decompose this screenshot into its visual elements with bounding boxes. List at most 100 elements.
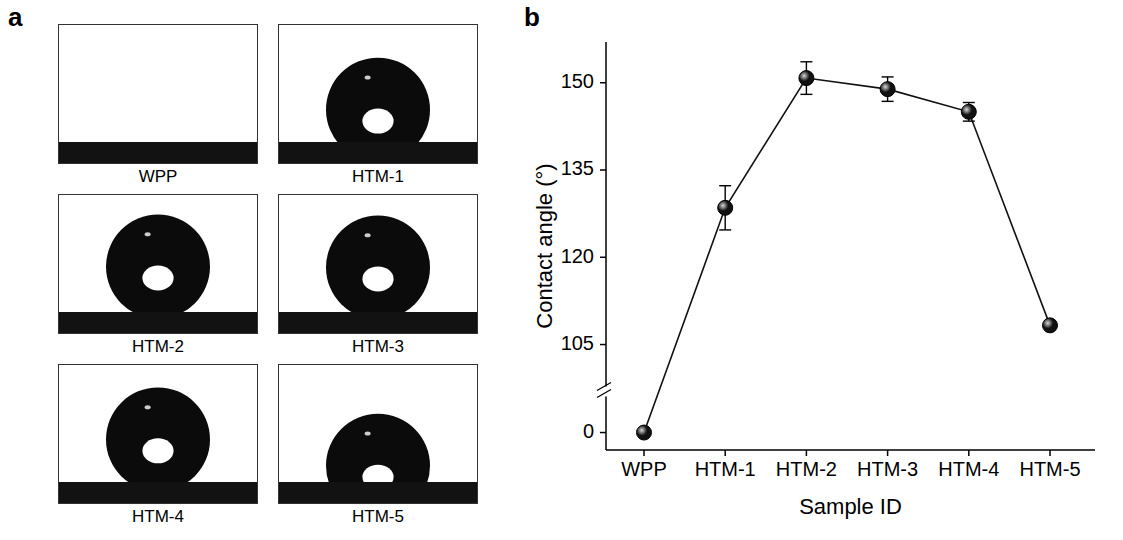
image-ground xyxy=(58,24,258,164)
droplet xyxy=(326,414,430,483)
image-frame xyxy=(279,195,478,334)
droplet xyxy=(326,58,430,143)
droplet-highlight xyxy=(362,465,393,483)
image-frame xyxy=(279,25,478,164)
data-point xyxy=(718,200,733,215)
image-frame xyxy=(59,365,258,504)
image-ground xyxy=(278,24,478,164)
droplet-group xyxy=(106,387,210,483)
substrate xyxy=(278,312,478,334)
y-tick xyxy=(600,344,606,346)
error-cap xyxy=(963,120,975,121)
y-tick xyxy=(600,82,606,84)
droplet-image xyxy=(58,364,258,504)
image-ground xyxy=(58,364,258,504)
droplet-glint xyxy=(145,405,151,409)
droplet-highlight xyxy=(142,266,173,291)
image-label: HTM-3 xyxy=(352,337,404,356)
droplet-group xyxy=(326,58,430,143)
figure: a b WPP HTM-1 HTM-2 HTM-3 HTM-4 HTM-5 0 105 120 135… xyxy=(0,0,1123,540)
x-tick xyxy=(643,450,645,456)
error-cap xyxy=(800,94,812,95)
image-frame xyxy=(59,195,258,334)
error-cap xyxy=(719,185,731,186)
error-cap xyxy=(963,102,975,103)
droplet xyxy=(106,387,210,483)
x-tick xyxy=(887,450,889,456)
droplet-image xyxy=(278,24,478,164)
image-content xyxy=(278,58,478,164)
image-frame xyxy=(59,25,258,164)
data-point xyxy=(799,71,814,86)
droplet-group xyxy=(326,414,430,483)
droplet-image xyxy=(58,194,258,334)
x-tick xyxy=(1049,450,1051,456)
x-tick-label: WPP xyxy=(621,458,667,480)
image-content xyxy=(278,215,478,334)
y-tick-label: 150 xyxy=(561,70,594,92)
data-point xyxy=(961,104,976,119)
droplet-highlight xyxy=(362,266,393,291)
droplet xyxy=(106,215,210,313)
droplet-image xyxy=(58,24,258,164)
error-cap xyxy=(882,101,894,102)
image-label: WPP xyxy=(139,167,178,186)
droplet-highlight xyxy=(142,438,173,463)
panel-label: b xyxy=(524,2,540,32)
droplet-glint xyxy=(365,75,371,79)
droplet-highlight xyxy=(362,109,393,134)
y-tick xyxy=(600,432,606,434)
image-label: HTM-5 xyxy=(352,507,404,526)
droplet-glint xyxy=(145,232,151,236)
image-label: HTM-2 xyxy=(132,337,184,356)
panel-label: a xyxy=(8,2,23,32)
image-label: HTM-1 xyxy=(352,167,404,186)
x-tick xyxy=(724,450,726,456)
y-axis-title: Contact angle (°) xyxy=(532,163,557,328)
x-axis-title: Sample ID xyxy=(799,494,902,519)
y-tick-label: 105 xyxy=(561,332,594,354)
x-tick xyxy=(968,450,970,456)
data-line xyxy=(644,78,1050,432)
image-ground xyxy=(278,194,478,334)
substrate xyxy=(278,142,478,164)
plot-marks xyxy=(637,62,1058,440)
image-label: HTM-4 xyxy=(132,507,184,526)
image-ground xyxy=(58,194,258,334)
data-point xyxy=(880,82,895,97)
error-cap xyxy=(800,61,812,62)
y-tick-label: 135 xyxy=(561,157,594,179)
droplet-image xyxy=(278,194,478,334)
axis-break xyxy=(597,389,611,397)
image-frame xyxy=(279,365,478,504)
droplet-image xyxy=(278,364,478,518)
data-point xyxy=(1043,318,1058,333)
x-axis xyxy=(606,449,1095,451)
x-tick-label: HTM-2 xyxy=(776,458,837,480)
y-tick-label: 0 xyxy=(583,420,594,442)
image-content xyxy=(58,387,258,504)
image-content xyxy=(58,215,258,334)
substrate xyxy=(58,312,258,334)
x-tick-label: HTM-5 xyxy=(1019,458,1080,480)
droplet-glint xyxy=(365,233,371,237)
data-point xyxy=(637,425,652,440)
droplet-group xyxy=(326,215,430,313)
droplet xyxy=(326,215,430,313)
axis-break xyxy=(597,382,611,390)
y-tick xyxy=(600,257,606,259)
error-cap xyxy=(882,76,894,77)
x-tick-label: HTM-4 xyxy=(938,458,999,480)
droplet-glint xyxy=(365,431,371,435)
axis-break-patch xyxy=(597,386,615,396)
image-content xyxy=(278,414,478,504)
substrate xyxy=(58,482,258,504)
droplet-group xyxy=(106,215,210,313)
error-cap xyxy=(719,229,731,230)
x-tick-label: HTM-3 xyxy=(857,458,918,480)
x-tick-label: HTM-1 xyxy=(695,458,756,480)
x-tick xyxy=(806,450,808,456)
y-tick-label: 120 xyxy=(561,245,594,267)
y-tick xyxy=(600,169,606,171)
image-content xyxy=(58,142,258,164)
